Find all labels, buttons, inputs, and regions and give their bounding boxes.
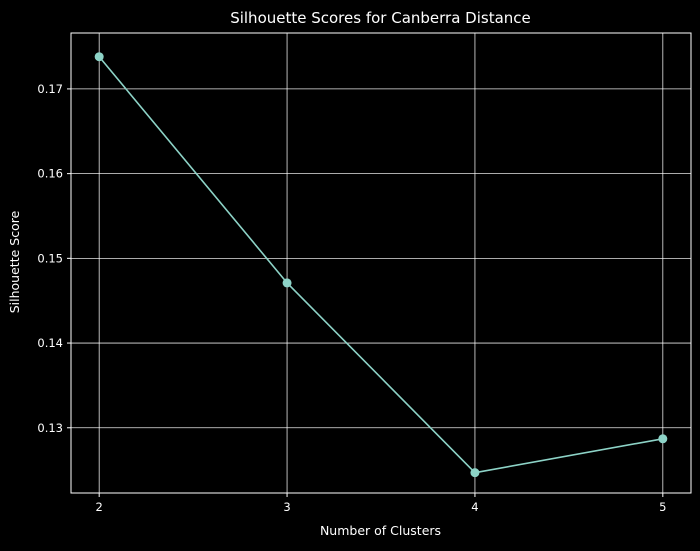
chart-title: Silhouette Scores for Canberra Distance <box>230 9 531 27</box>
x-tick-label: 5 <box>659 500 666 514</box>
x-tick-label: 2 <box>96 500 103 514</box>
y-tick-label: 0.14 <box>37 336 63 350</box>
series-layer <box>94 52 668 478</box>
data-point <box>470 468 480 478</box>
y-tick-label: 0.13 <box>37 421 63 435</box>
y-tick-label: 0.16 <box>37 167 63 181</box>
axis-ticks: 2 3 4 5 0.13 0.14 0.15 0.16 0.17 <box>37 82 666 514</box>
x-tick-label: 4 <box>471 500 478 514</box>
y-tick-label: 0.15 <box>37 251 63 265</box>
y-tick-label: 0.17 <box>37 82 63 96</box>
grid-lines <box>71 33 691 493</box>
plot-frame <box>70 32 692 494</box>
data-point <box>282 278 292 288</box>
x-tick-label: 3 <box>283 500 290 514</box>
data-point <box>94 52 104 62</box>
x-axis-label: Number of Clusters <box>320 523 441 538</box>
series-line <box>98 56 663 474</box>
y-axis-label: Silhouette Score <box>7 210 22 313</box>
data-point <box>658 434 668 444</box>
